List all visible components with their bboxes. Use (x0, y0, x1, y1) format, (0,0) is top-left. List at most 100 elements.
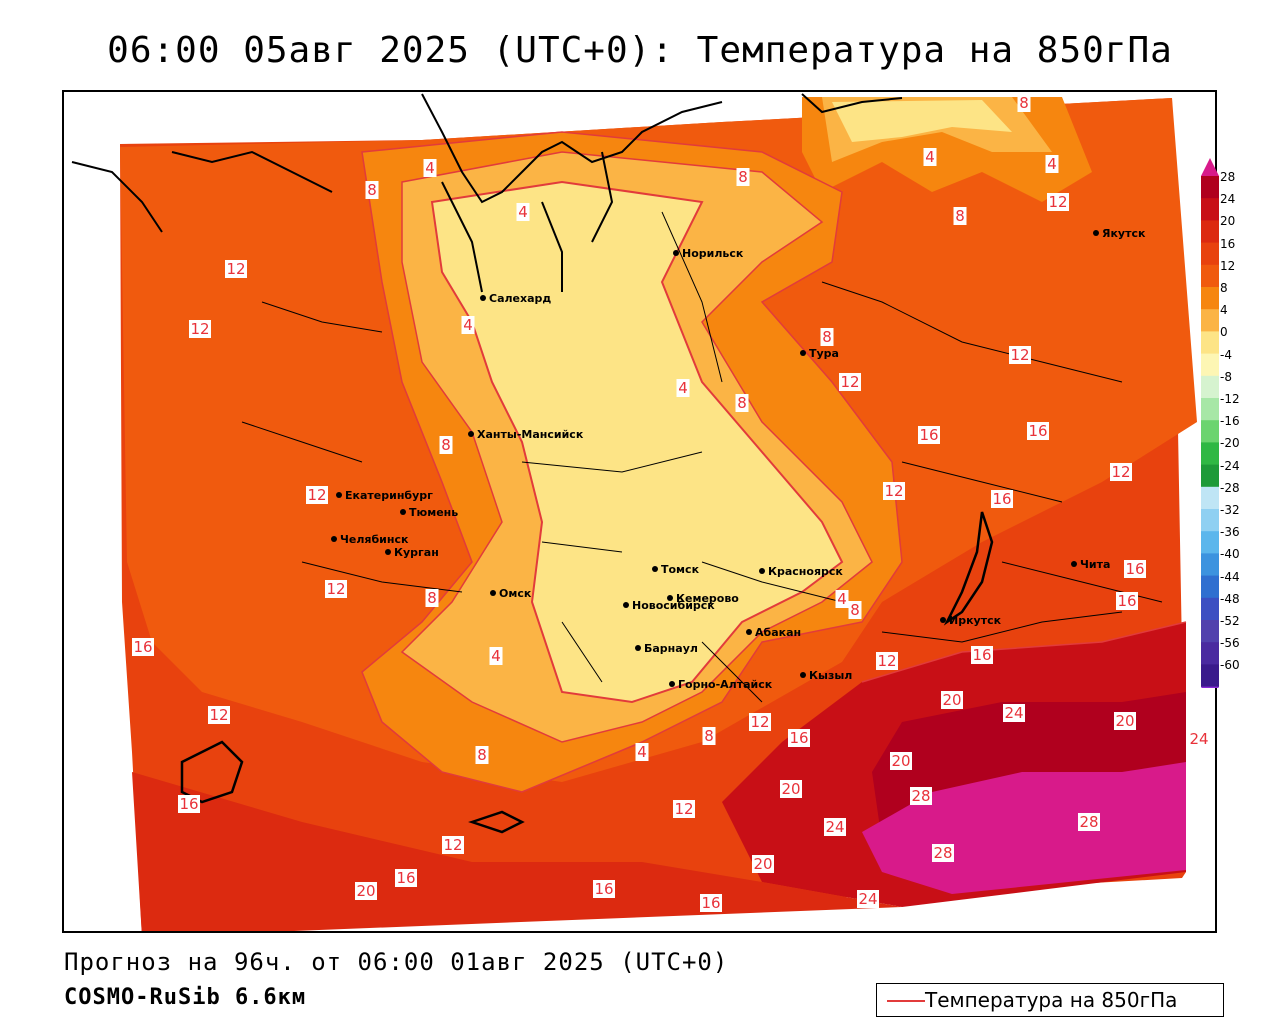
contour-label-bg (442, 836, 464, 854)
field-16-20-south (132, 772, 902, 931)
contour-label-bg (395, 869, 417, 887)
contour-label-bg (918, 426, 940, 444)
contour-label-bg (1047, 193, 1069, 211)
contour-label-bg (1124, 560, 1146, 578)
city-marker (673, 250, 679, 256)
colorbar-tick-label: -16 (1220, 414, 1240, 429)
city-label: Курган (394, 546, 439, 559)
city-label: Екатеринбург (345, 489, 433, 502)
contour-label-bg (971, 646, 993, 664)
colorbar-segment (1201, 331, 1219, 355)
contour-label: 16 (179, 795, 198, 813)
contour-label: 16 (972, 646, 991, 664)
temperature-map: Салехард Норильск Якутск Тура Ханты-Мансийск… (71, 93, 1210, 931)
contour-label: 16 (1117, 592, 1136, 610)
contour-line-4 (430, 180, 844, 704)
contour-label-bg (439, 436, 453, 454)
contour-label: 4 (837, 590, 847, 608)
colorbar-segment (1201, 664, 1219, 688)
colorbar-tick-label: -24 (1220, 458, 1240, 473)
contour-label-bg (932, 844, 954, 862)
contour-line-12 (361, 131, 903, 793)
contour-label: 12 (1010, 346, 1029, 364)
contour-label-bg (890, 752, 912, 770)
city-label: Кемерово (676, 592, 739, 605)
contour-label: 20 (942, 691, 961, 709)
contour-label-bg (676, 379, 690, 397)
contour-label: 24 (825, 818, 844, 836)
city-marker (800, 350, 806, 356)
city-marker (623, 602, 629, 608)
colorbar-segment (1201, 287, 1219, 310)
contour-label: 4 (1047, 155, 1057, 173)
contour-label: 8 (822, 328, 832, 346)
city-label: Новосибирск (632, 599, 715, 612)
colorbar-tick-label: -28 (1220, 480, 1240, 495)
legend-box: Температура на 850гПа (876, 983, 1224, 1017)
contour-label: 24 (1189, 730, 1208, 748)
contour-label-bg (189, 320, 211, 338)
forecast-info: Прогноз на 96ч. от 06:00 01авг 2025 (UTC… (64, 948, 729, 976)
contour-label-bg (1110, 463, 1132, 481)
city-label: Чита (1080, 558, 1110, 571)
colorbar-segment (1201, 309, 1219, 332)
colorbar-segment (1201, 575, 1219, 599)
contour-label: 24 (858, 890, 877, 908)
colorbar-tick-label: -20 (1220, 436, 1240, 451)
contour-label-bg (355, 882, 377, 900)
contour-label: 4 (425, 159, 435, 177)
contour-label-bg (839, 373, 861, 391)
colorbar-tick-label: -56 (1220, 636, 1240, 651)
contour-label: 12 (1048, 193, 1067, 211)
city-marker (468, 431, 474, 437)
contour-label-bg (178, 795, 200, 813)
colorbar-segment (1201, 597, 1219, 621)
colorbar-tick-label: -44 (1220, 569, 1240, 584)
contour-label: 16 (1125, 560, 1144, 578)
colorbar-tick-label: -32 (1220, 503, 1240, 517)
coastline-arctic (421, 93, 723, 293)
contour-label-bg (132, 638, 154, 656)
contour-label-bg (835, 590, 849, 608)
contour-label: 4 (678, 379, 688, 397)
city-marker (336, 492, 342, 498)
contour-label: 4 (491, 647, 501, 665)
contour-label-bg (923, 148, 937, 166)
city-label: Иркутск (949, 614, 1002, 627)
colorbar-segment (1201, 553, 1219, 577)
contour-label-bg (475, 746, 489, 764)
contour-label: 24 (1004, 704, 1023, 722)
contour-label: 28 (933, 844, 952, 862)
contour-label: 8 (367, 181, 377, 199)
city-marker (652, 566, 658, 572)
colorbar-tick-label: 0 (1220, 325, 1228, 340)
city-marker (746, 629, 752, 635)
contour-label: 8 (441, 436, 451, 454)
city-label: Тура (809, 347, 839, 360)
contour-label-bg (461, 316, 475, 334)
city-label: Горно-Алтайск (678, 678, 773, 691)
colorbar-tick-label: 28 (1220, 170, 1236, 184)
field-0-4-north (832, 100, 1012, 142)
colorbar-tick-label: -40 (1220, 547, 1240, 562)
contour-label: 12 (307, 486, 326, 504)
contour-line-8 (400, 151, 873, 743)
contour-label-bg (820, 328, 834, 346)
colorbar-segment (1201, 531, 1219, 554)
contour-label-bg (700, 894, 722, 912)
model-name: COSMO-RuSib 6.6км (64, 985, 307, 1010)
city-label: Томск (661, 563, 700, 576)
contour-label: 16 (1028, 422, 1047, 440)
contour-label: 16 (701, 894, 720, 912)
city-label: Якутск (1102, 227, 1146, 240)
map-frame: Салехард Норильск Якутск Тура Ханты-Мансийск… (62, 90, 1217, 933)
colorbar-tick-label: -52 (1220, 614, 1240, 628)
contour-label-bg (702, 727, 716, 745)
contour-label: 12 (209, 706, 228, 724)
contour-label-bg (635, 743, 649, 761)
colorbar-tick-label: -48 (1220, 591, 1240, 606)
colorbar-segment (1201, 220, 1219, 244)
colorbar-segment (1201, 420, 1219, 443)
colorbar-tick-label: 12 (1220, 258, 1236, 273)
